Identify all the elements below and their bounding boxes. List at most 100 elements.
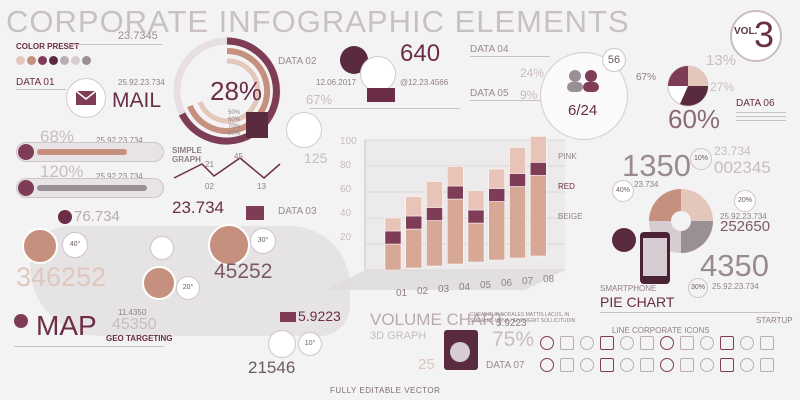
data-05-label: DATA 05 — [470, 88, 509, 99]
pin-icon — [740, 358, 754, 372]
percent-67b: 67% — [636, 72, 657, 83]
startup-label: STARTUP — [756, 316, 793, 325]
value-5-9223-b: 5.9223 — [496, 318, 527, 329]
volume-number: 3 — [754, 14, 775, 55]
mail-icon — [66, 78, 106, 118]
bar-red-03 — [426, 207, 443, 221]
data-07-label: DATA 07 — [486, 360, 525, 371]
monitor-icon — [246, 206, 264, 220]
page-title: CORPORATE INFOGRAPHIC ELEMENTS — [6, 4, 630, 39]
calendar-icon — [620, 358, 634, 372]
chart-icon — [150, 236, 174, 260]
data-02-label: DATA 02 — [278, 56, 317, 67]
lock-icon — [640, 336, 654, 350]
bar-date-2: 25.92.23.734 — [96, 172, 143, 181]
graph-point: 13 — [257, 182, 266, 191]
volume-label: VOL. — [734, 26, 758, 37]
progress-bar-1 — [16, 142, 164, 162]
value-23734: 23.734 — [634, 180, 659, 189]
bar-pink-02 — [405, 196, 422, 217]
bar-beige-02 — [405, 228, 422, 269]
date-2017: 12.06.2017 — [316, 78, 357, 87]
phone-icon — [58, 210, 72, 224]
bar-red-05 — [467, 209, 485, 224]
value-346252: 346252 — [16, 262, 107, 292]
location-icon — [14, 314, 28, 328]
fraction-6-24: 6/24 — [568, 102, 598, 119]
swatch — [16, 56, 25, 65]
clock-icon — [760, 358, 774, 372]
pie-chart-label: PIE CHART — [600, 294, 675, 310]
smartphone-icon — [640, 232, 670, 284]
smartphone-label: SMARTPHONE — [600, 284, 657, 293]
percent-13: 13% — [706, 52, 737, 69]
badge-56: 56 — [602, 48, 626, 72]
user-icon — [580, 336, 594, 350]
heart-icon — [660, 358, 674, 372]
x-tick-label: 06 — [501, 278, 513, 289]
bar-beige-06 — [488, 201, 505, 261]
value-45350: 45350 — [112, 316, 157, 333]
legend-pink: PINK — [558, 152, 577, 161]
y-tick: 40 — [340, 208, 352, 219]
donut-legend-item: 80% — [228, 131, 241, 137]
mail-value: 23.7345 — [118, 30, 158, 42]
search-icon — [560, 358, 574, 372]
y-axis-ticks: 100 80 60 40 20 — [340, 130, 357, 250]
percent-68: 68% — [40, 127, 75, 146]
bar-pink-03 — [426, 181, 443, 208]
users-icon — [563, 68, 603, 94]
text-lines — [736, 112, 786, 121]
value-4350: 4350 — [700, 248, 769, 283]
donut-legend: 50% 60% 70% 80% — [228, 110, 240, 138]
bar-red-04 — [447, 185, 464, 200]
bar-beige-04 — [447, 198, 464, 265]
document-icon — [740, 336, 754, 350]
legend-red: RED — [558, 182, 575, 191]
laptop-icon — [367, 88, 395, 102]
percent-9: 9% — [520, 88, 538, 102]
value-640: 640 — [400, 40, 441, 67]
y-tick: 100 — [340, 136, 357, 147]
user-pin-icon — [208, 224, 250, 266]
swatch — [71, 56, 80, 65]
bulb-icon — [580, 358, 594, 372]
data-01-label: DATA 01 — [16, 77, 55, 88]
donut-legend-item: 60% — [228, 117, 241, 123]
volume-chart-description: CURABITUR SODALES MATTIS LACUS, IN SODAL… — [470, 312, 576, 324]
value-5-9223: 5.9223 — [298, 308, 341, 324]
x-tick-label: 08 — [543, 274, 555, 285]
color-swatches — [16, 52, 93, 70]
value-23734-map: 23.734 — [172, 198, 224, 217]
report-icon — [444, 330, 478, 370]
badge-40: 40% — [612, 180, 634, 202]
swatch — [82, 56, 91, 65]
percent-24: 24% — [520, 66, 545, 80]
swatch — [38, 56, 47, 65]
mail-date: 25.92.23.734 — [118, 78, 165, 87]
value-21546: 21546 — [248, 358, 296, 377]
simple-graph-label: SIMPLE GRAPH — [172, 146, 202, 164]
graph-point: 21 — [205, 160, 214, 169]
bar-pink-07 — [509, 147, 526, 174]
badge-30-degree: 30° — [250, 228, 276, 254]
date-right-2: 25.92.23.734 — [712, 282, 759, 291]
shield-icon — [700, 358, 714, 372]
bar-pink-08 — [530, 136, 547, 163]
bar-red-07 — [509, 173, 526, 187]
cloud-icon — [720, 336, 734, 350]
bar-beige-03 — [426, 220, 443, 267]
percent-27: 27% — [710, 80, 735, 94]
graph-point: 02 — [205, 182, 214, 191]
value-25: 25 — [418, 356, 435, 373]
progress-bar-2 — [16, 178, 164, 198]
value-252650: 252650 — [720, 218, 771, 235]
volume-badge: VOL. 3 — [730, 10, 782, 62]
x-tick-label: 03 — [438, 284, 450, 295]
pie-top — [667, 65, 709, 107]
star-icon — [640, 358, 654, 372]
percent-75: 75% — [492, 328, 535, 351]
bar-date-1: 25.92.23.734 — [96, 136, 143, 145]
map-pin-icon-2 — [142, 266, 176, 300]
percent-60: 60% — [668, 104, 721, 134]
